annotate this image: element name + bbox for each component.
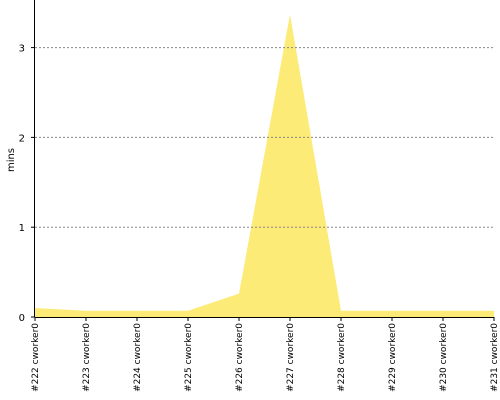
y-axis-label: mins bbox=[6, 148, 17, 172]
y-tick-label: 1 bbox=[19, 223, 25, 234]
y-tick-label: 0 bbox=[19, 313, 25, 324]
x-tick-label: #223 cworker0 bbox=[82, 323, 92, 392]
x-tick-label: #230 cworker0 bbox=[439, 323, 449, 392]
x-tick-label: #222 cworker0 bbox=[31, 323, 41, 392]
x-tick-label: #227 cworker0 bbox=[286, 323, 296, 392]
x-tick-label: #225 cworker0 bbox=[184, 323, 194, 392]
x-tick-label: #228 cworker0 bbox=[337, 323, 347, 392]
area bbox=[35, 14, 494, 317]
y-tick-label: 2 bbox=[19, 133, 25, 144]
x-tick-label: #229 cworker0 bbox=[388, 323, 398, 392]
x-tick-label: #231 cworker0 bbox=[490, 323, 500, 392]
x-tick-label: #224 cworker0 bbox=[133, 323, 143, 392]
x-tick-label: #226 cworker0 bbox=[235, 323, 245, 392]
y-tick-label: 3 bbox=[19, 44, 25, 55]
